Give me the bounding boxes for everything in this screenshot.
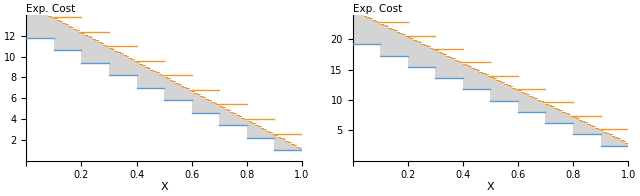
Text: Exp. Cost: Exp. Cost [26, 4, 76, 14]
X-axis label: X: X [160, 182, 168, 192]
Text: Exp. Cost: Exp. Cost [353, 4, 402, 14]
X-axis label: X: X [486, 182, 494, 192]
